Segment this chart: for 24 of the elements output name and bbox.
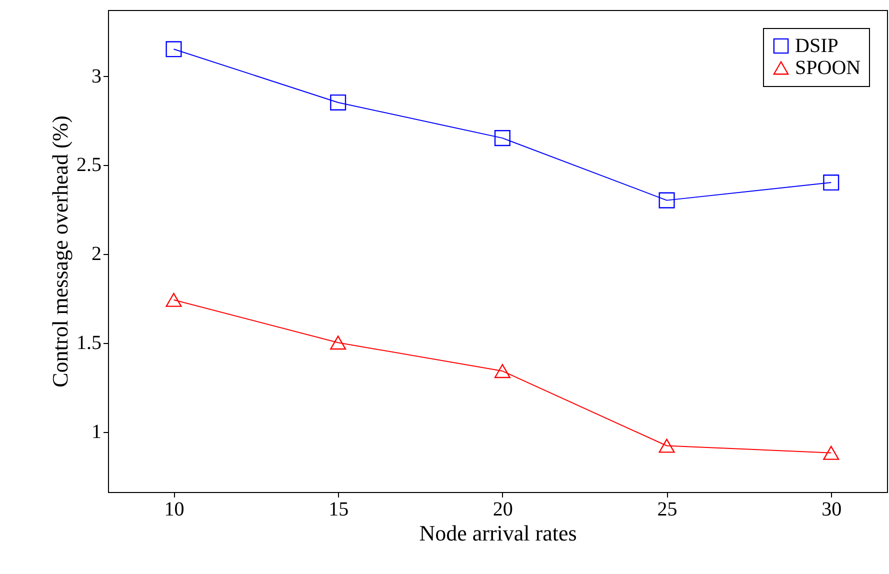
- y-tick-label: 1.5: [76, 332, 102, 354]
- legend-label: SPOON: [795, 57, 861, 79]
- point: [166, 41, 182, 58]
- point: [166, 292, 182, 307]
- x-tick-label: 30: [822, 498, 842, 520]
- point: [823, 174, 840, 191]
- point: [494, 364, 510, 378]
- x-tick-label: 25: [657, 498, 678, 520]
- x-tick-label: 20: [492, 498, 513, 520]
- point: [658, 438, 675, 453]
- x-axis-title: Node arrival rates: [419, 520, 577, 546]
- x-tick-label: 10: [164, 498, 184, 520]
- legend-label: DSIP: [795, 35, 838, 57]
- point: [494, 130, 510, 146]
- point: [330, 336, 346, 350]
- x-tick-label: 15: [328, 498, 349, 520]
- y-tick-label: 1: [92, 421, 102, 444]
- y-tick-label: 2: [92, 243, 102, 266]
- point: [823, 446, 840, 460]
- y-tick-label: 3: [92, 65, 102, 88]
- point: [658, 192, 675, 208]
- y-tick-label: 2.5: [76, 154, 102, 176]
- point: [330, 94, 346, 111]
- y-axis-title: Control message overhead (%): [48, 116, 72, 388]
